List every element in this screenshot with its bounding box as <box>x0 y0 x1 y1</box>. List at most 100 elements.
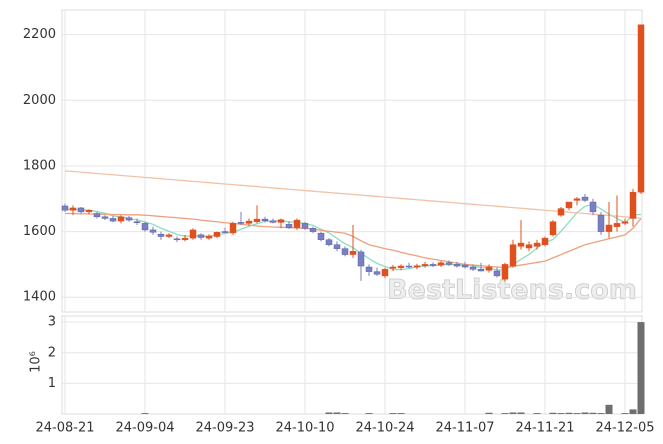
candle-body <box>565 201 573 209</box>
y-tick-label: 1 <box>48 376 56 391</box>
volume-bar <box>557 413 565 414</box>
y-tick-label: 1400 <box>23 290 56 305</box>
candle-body <box>437 262 445 266</box>
candle-body <box>133 221 141 223</box>
x-tick-label: 24-11-21 <box>515 421 574 436</box>
candle-body <box>573 198 581 201</box>
volume-bar <box>533 413 541 414</box>
candle-body <box>469 266 477 270</box>
candle-body <box>309 228 317 232</box>
candle-body <box>157 233 165 237</box>
volume-bar <box>325 412 333 414</box>
candle-body <box>477 269 485 272</box>
candle-body <box>61 205 69 211</box>
candle-body <box>141 223 149 231</box>
x-tick-label: 24-10-10 <box>275 421 334 436</box>
candle-body <box>589 201 597 213</box>
volume-bar <box>141 413 149 414</box>
candle-body <box>301 223 309 229</box>
candle-body <box>541 237 549 245</box>
candle-body <box>221 231 229 233</box>
candle-body <box>261 218 269 221</box>
volume-bar <box>333 412 341 414</box>
x-tick-label: 24-09-23 <box>195 421 254 436</box>
candle-body <box>557 208 565 216</box>
candle-body <box>413 265 421 268</box>
volume-bar <box>637 322 645 414</box>
candle-body <box>341 248 349 255</box>
volume-bar <box>565 412 573 414</box>
candle-body <box>69 207 77 211</box>
candle-body <box>253 218 261 222</box>
candle-body <box>77 207 85 213</box>
candle-body <box>165 234 173 237</box>
candle-body <box>405 265 413 268</box>
candle-body <box>381 269 389 277</box>
candle-body <box>637 24 645 193</box>
volume-bar <box>509 412 517 414</box>
candle-body <box>389 266 397 269</box>
candle-body <box>605 224 613 232</box>
candle-body <box>125 217 133 221</box>
candle-body <box>325 239 333 245</box>
candle-body <box>285 224 293 228</box>
candle-body <box>229 223 237 234</box>
volume-bar <box>629 409 637 414</box>
candle-body <box>149 229 157 233</box>
volume-bar <box>621 413 629 414</box>
candle-body <box>629 191 637 219</box>
volume-bar <box>517 412 525 414</box>
candle-body <box>173 238 181 241</box>
candle-body <box>205 235 213 239</box>
candle-body <box>317 232 325 241</box>
candle-body <box>493 270 501 277</box>
y-tick-label: 1600 <box>23 224 56 239</box>
x-tick-label: 24-08-21 <box>35 421 94 436</box>
candle-body <box>189 229 197 239</box>
x-tick-label: 24-10-24 <box>355 421 414 436</box>
candle-body <box>93 213 101 218</box>
candle-body <box>397 265 405 268</box>
candle-body <box>581 196 589 201</box>
candle-body <box>277 219 285 223</box>
y-tick-label: 1800 <box>23 158 56 173</box>
volume-bar <box>605 404 613 414</box>
candle-body <box>485 266 493 271</box>
volume-bar <box>341 413 349 414</box>
y-tick-label: 2000 <box>23 93 56 108</box>
y-tick-label: 3 <box>48 315 56 330</box>
volume-bar <box>389 413 397 414</box>
candle-body <box>181 237 189 241</box>
volume-bar <box>485 412 493 414</box>
candle-body <box>517 242 525 247</box>
candle-body <box>613 223 621 227</box>
candle-body <box>197 234 205 238</box>
volume-bar <box>597 413 605 414</box>
candle-body <box>213 231 221 237</box>
candle-body <box>245 220 253 224</box>
volume-bar <box>501 413 509 414</box>
candle-body <box>501 264 509 280</box>
candle-body <box>357 251 365 267</box>
x-tick-label: 24-11-07 <box>435 421 494 436</box>
volume-bar <box>581 412 589 414</box>
x-tick-label: 24-09-04 <box>115 421 174 436</box>
y-tick-label: 2200 <box>23 27 56 42</box>
volume-axis-label: 10⁶ <box>29 351 44 373</box>
candle-body <box>597 214 605 232</box>
candle-body <box>453 264 461 267</box>
y-tick-label: 2 <box>48 345 56 360</box>
moving-average-line <box>64 170 642 219</box>
candle-body <box>421 264 429 266</box>
candle-body <box>365 266 373 272</box>
volume-bar <box>589 412 597 414</box>
candle-body <box>101 216 109 219</box>
candle-body <box>333 244 341 249</box>
candle-body <box>109 218 117 222</box>
volume-bar <box>397 413 405 414</box>
watermark: BestListens.com <box>387 275 637 306</box>
candle-body <box>525 244 533 249</box>
candle-body <box>269 220 277 223</box>
x-tick-label: 24-12-05 <box>595 421 654 436</box>
